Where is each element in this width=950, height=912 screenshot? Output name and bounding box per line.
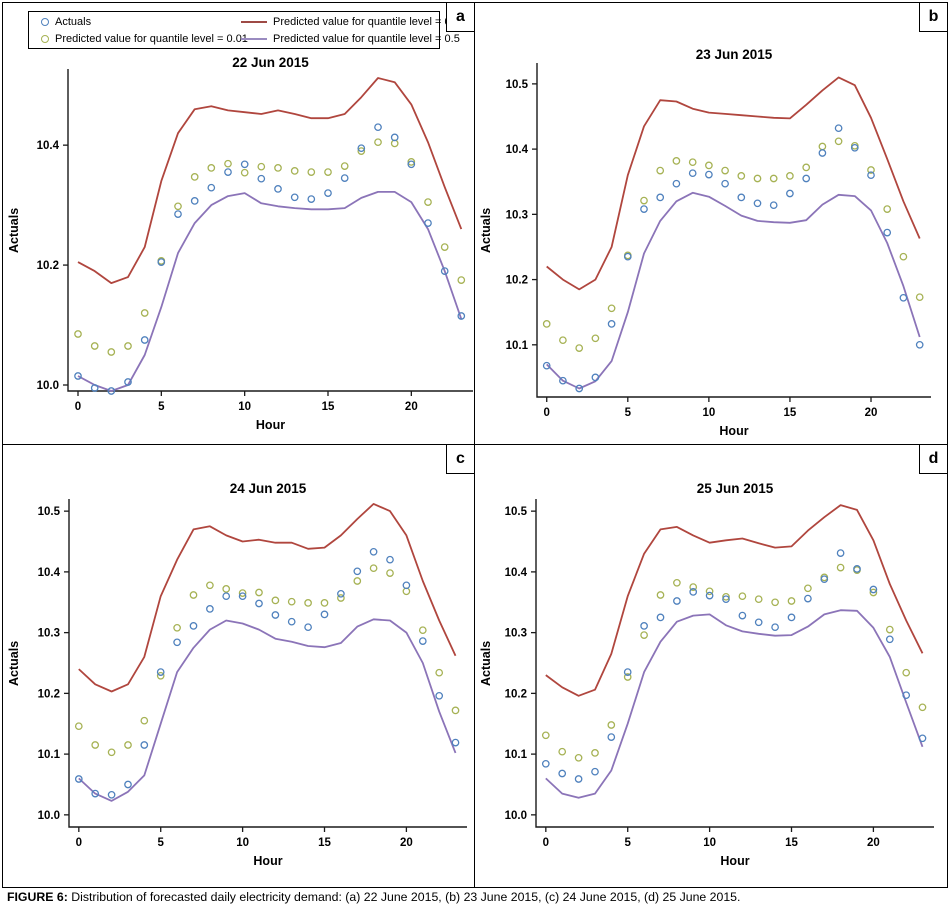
- svg-text:10.5: 10.5: [505, 506, 528, 518]
- figure-caption-label: FIGURE 6:: [7, 890, 68, 904]
- svg-text:10.4: 10.4: [38, 567, 61, 579]
- actuals-marker-icon: [41, 17, 49, 26]
- legend-label: Predicted value for quantile level = 0.0…: [55, 32, 248, 45]
- legend-item-q01: Predicted value for quantile level = 0.0…: [41, 33, 248, 45]
- svg-text:10.1: 10.1: [38, 749, 61, 761]
- svg-text:10.1: 10.1: [506, 340, 529, 352]
- svg-text:0: 0: [76, 837, 82, 849]
- svg-text:10.3: 10.3: [38, 628, 60, 640]
- panel-letter-a: a: [446, 3, 474, 32]
- legend-item-q50: Predicted value for quantile level = 0.5: [241, 33, 466, 45]
- svg-text:10.0: 10.0: [38, 810, 60, 822]
- plot-area-b: 10.1 10.2 10.3 10.4 10.5 0 5 10 15 20: [506, 63, 931, 419]
- svg-text:20: 20: [405, 401, 418, 413]
- figure-caption-text: Distribution of forecasted daily electri…: [71, 890, 741, 904]
- svg-text:10.3: 10.3: [506, 209, 528, 221]
- svg-text:10.3: 10.3: [505, 628, 527, 640]
- svg-text:10.4: 10.4: [37, 140, 60, 152]
- svg-text:15: 15: [784, 407, 797, 419]
- plot-title-c: 24 Jun 2015: [229, 481, 307, 496]
- plot-title-a: 22 Jun 2015: [232, 55, 309, 70]
- svg-text:20: 20: [865, 407, 878, 419]
- svg-text:20: 20: [400, 837, 413, 849]
- plot-title-d: 25 Jun 2015: [696, 481, 774, 496]
- plot-title-b: 23 Jun 2015: [695, 47, 773, 62]
- svg-text:5: 5: [158, 837, 165, 849]
- legend-label: Predicted value for quantile level = 0.9…: [273, 15, 466, 28]
- figure-caption: FIGURE 6: Distribution of forecasted dai…: [7, 890, 943, 904]
- svg-text:10.4: 10.4: [506, 144, 529, 156]
- q01-marker-icon: [41, 34, 49, 43]
- svg-text:0: 0: [544, 407, 550, 419]
- x-axis-title-b: Hour: [719, 424, 749, 438]
- panel-a: Actuals Predicted value for quantile lev…: [3, 3, 475, 445]
- plot-area-d: 10.0 10.1 10.2 10.3 10.4 10.5 0 5 10 15 20: [505, 499, 934, 849]
- legend: Actuals Predicted value for quantile lev…: [28, 11, 466, 49]
- svg-text:10.0: 10.0: [505, 810, 527, 822]
- svg-text:15: 15: [322, 401, 335, 413]
- svg-text:10: 10: [236, 837, 249, 849]
- svg-text:10.5: 10.5: [38, 506, 61, 518]
- svg-text:10: 10: [238, 401, 251, 413]
- panel-letter-d: d: [919, 445, 947, 474]
- svg-text:5: 5: [625, 407, 632, 419]
- panel-b: b 23 Jun 2015 Actuals Hour 10.1 10.2 10.3 1…: [475, 3, 947, 445]
- q50-line-icon: [241, 37, 267, 40]
- svg-text:10.1: 10.1: [505, 749, 528, 761]
- plot-area-c: 10.0 10.1 10.2 10.3 10.4 10.5 0 5 10 15 20: [38, 499, 467, 849]
- svg-text:10.2: 10.2: [37, 260, 59, 272]
- svg-text:15: 15: [318, 837, 331, 849]
- svg-text:10.4: 10.4: [505, 567, 528, 579]
- svg-text:10: 10: [703, 837, 716, 849]
- svg-text:10.0: 10.0: [37, 380, 59, 392]
- plot-area-a: 10.0 10.2 10.4 0 5 10 15 20: [37, 69, 473, 413]
- svg-text:10: 10: [702, 407, 715, 419]
- svg-text:10.2: 10.2: [506, 275, 528, 287]
- svg-text:10.5: 10.5: [506, 79, 529, 91]
- svg-text:10.2: 10.2: [38, 688, 60, 700]
- legend-label: Actuals: [55, 15, 92, 28]
- svg-text:0: 0: [543, 837, 549, 849]
- panel-letter-c: c: [446, 445, 474, 474]
- svg-text:0: 0: [75, 401, 81, 413]
- legend-item-actuals: Actuals: [41, 16, 241, 28]
- panel-d: d 25 Jun 2015 Actuals Hour 10.0 10.1 10.2 1…: [475, 445, 947, 887]
- x-axis-title-a: Hour: [255, 418, 286, 432]
- x-axis-title-c: Hour: [253, 854, 283, 868]
- panel-letter-b: b: [919, 3, 947, 32]
- svg-text:5: 5: [158, 401, 165, 413]
- svg-text:15: 15: [785, 837, 798, 849]
- legend-item-q99: Predicted value for quantile level = 0.9…: [241, 16, 466, 28]
- svg-text:20: 20: [867, 837, 880, 849]
- x-axis-title-d: Hour: [720, 854, 750, 868]
- legend-label: Predicted value for quantile level = 0.5: [273, 32, 460, 45]
- panel-grid: Actuals Predicted value for quantile lev…: [2, 2, 948, 888]
- svg-text:5: 5: [625, 837, 632, 849]
- q99-line-icon: [241, 20, 267, 23]
- svg-text:10.2: 10.2: [505, 688, 527, 700]
- panel-c: c 24 Jun 2015 Actuals Hour 10.0 10.1 10.2 1…: [3, 445, 475, 887]
